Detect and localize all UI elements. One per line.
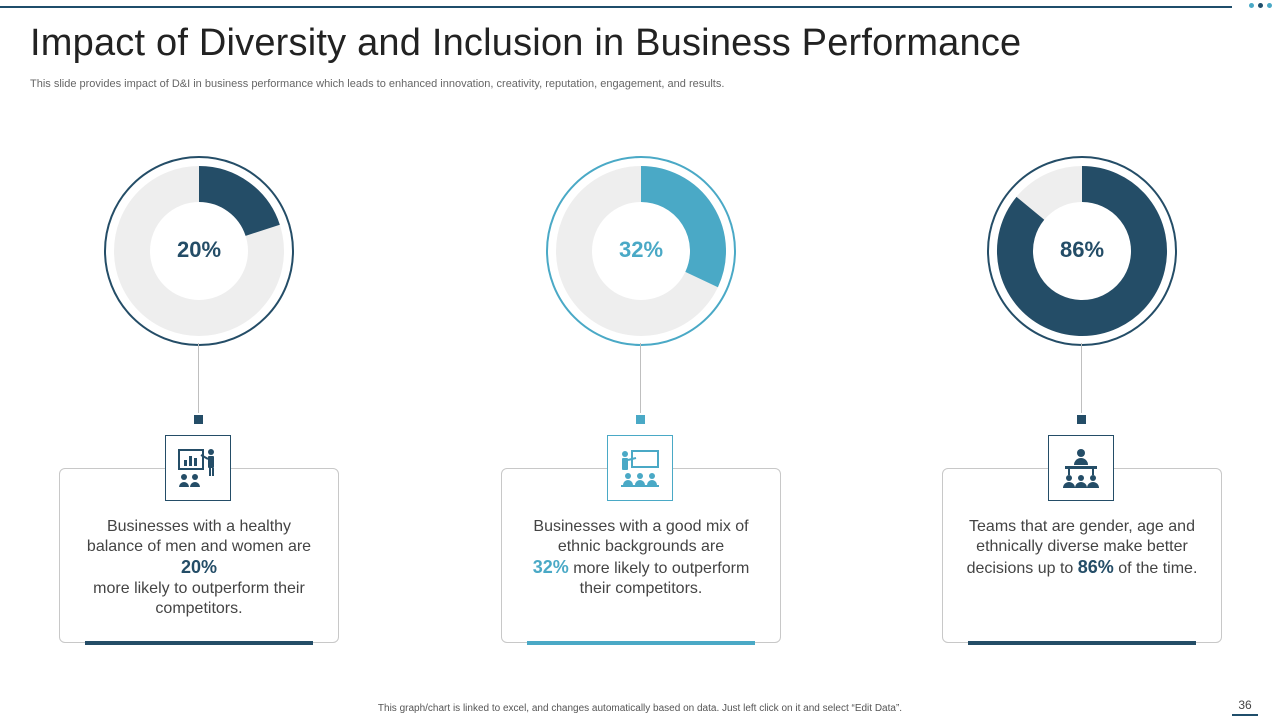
donut-value-arc [640,166,726,288]
description-text-after: more likely to outperform their competit… [93,580,305,617]
connector-node [194,415,203,424]
donut-svg-2 [546,156,736,346]
description-box: Businesses with a healthy balance of men… [59,468,339,645]
donut-chart-3[interactable]: 86% [984,153,1180,349]
description-highlight: 32% [532,557,569,577]
donut-svg-1 [104,156,294,346]
donut-outer-ring [104,156,294,346]
donut-percent-label: 20% [176,237,222,262]
description-text: Teams that are gender, age and ethnicall… [963,517,1201,579]
description-box: Businesses with a good mix of ethnic bac… [501,468,781,645]
description-text-before: Businesses with a good mix of ethnic bac… [533,518,749,555]
top-dots-decoration [1249,3,1272,8]
description-text-before: Teams that are gender, age and ethnicall… [966,518,1195,577]
donut-percent-label: 86% [1059,237,1105,262]
accent-bar [527,641,755,645]
donut-chart-2[interactable]: 32% [543,153,739,349]
page-subtitle: This slide provides impact of D&I in bus… [30,78,725,90]
description-text-after: of the time. [1118,560,1198,577]
description-text-before: Businesses with a healthy balance of men… [86,518,312,555]
donut-outer-ring [546,156,736,346]
team-meeting-icon [1048,435,1114,501]
description-text: Businesses with a healthy balance of men… [80,517,318,619]
accent-bar [968,641,1196,645]
whiteboard-training-icon [607,435,673,501]
connector-line [1081,343,1082,413]
description-highlight: 86% [1077,557,1114,577]
donut-svg-3 [987,156,1177,346]
stat-card-3[interactable]: 86% Teams that are gender, age and ethni… [942,150,1222,650]
donut-percent-label: 32% [618,237,664,262]
description-highlight: 20% [180,557,218,577]
donut-value-arc [198,166,280,237]
connector-line [198,343,199,413]
description-box: Teams that are gender, age and ethnicall… [942,468,1222,645]
description-text: Businesses with a good mix of ethnic bac… [522,517,760,599]
connector-line [640,343,641,413]
footer-note: This graph/chart is linked to excel, and… [377,703,903,714]
accent-bar [85,641,313,645]
description-text-after: more likely to outperform their competit… [573,560,750,597]
stat-card-2[interactable]: 32% Businesses with a good mix of ethnic… [501,150,781,650]
donut-outer-ring [987,156,1177,346]
page-title: Impact of Diversity and Inclusion in Bus… [30,22,1022,64]
connector-node [636,415,645,424]
stat-card-1[interactable]: 20% Businesses with a healthy balance of… [59,150,339,650]
donut-value-arc [997,166,1167,336]
presentation-chart-audience-icon [165,435,231,501]
page-number: 36 [1232,698,1258,716]
top-rule [0,6,1232,8]
connector-node [1077,415,1086,424]
donut-chart-1[interactable]: 20% [101,153,297,349]
